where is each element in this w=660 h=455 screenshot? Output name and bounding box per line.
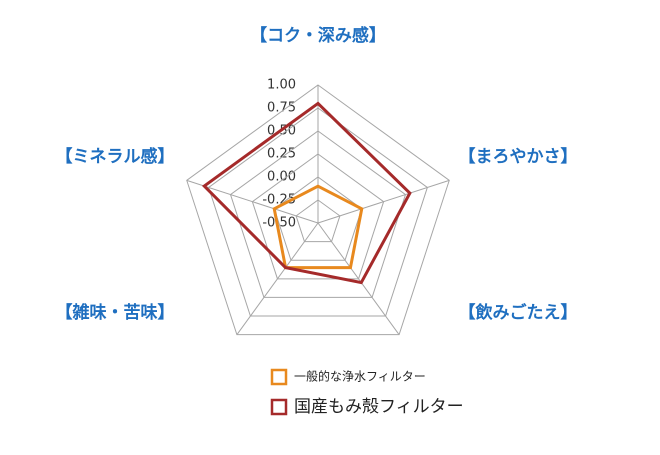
- grid-line: [186, 84, 450, 336]
- legend-label: 国産もみ殻フィルター: [294, 397, 464, 417]
- category-label: 【雑味・苦味】: [56, 302, 175, 323]
- category-label: 【ミネラル感】: [56, 146, 175, 167]
- category-label: 【コク・深み感】: [250, 25, 386, 46]
- tick-label: -0.25: [262, 193, 296, 208]
- grid-line: [295, 199, 341, 243]
- tick-label: 1.00: [267, 78, 296, 93]
- tick-label: 0.25: [267, 147, 296, 162]
- category-label: 【飲みごたえ】: [459, 302, 578, 323]
- grid-line: [251, 153, 385, 280]
- legend-label: 一般的な浄水フィルター: [294, 369, 426, 384]
- grid-line: [208, 107, 428, 317]
- category-label: 【まろやかさ】: [459, 146, 578, 167]
- series-line: [272, 184, 364, 270]
- tick-label: 0.75: [267, 101, 296, 116]
- tick-label: 0.00: [267, 170, 296, 185]
- legend-swatch: [270, 368, 288, 386]
- legend-swatch: [270, 398, 288, 416]
- grid-line: [229, 130, 407, 298]
- series-line: [201, 101, 412, 285]
